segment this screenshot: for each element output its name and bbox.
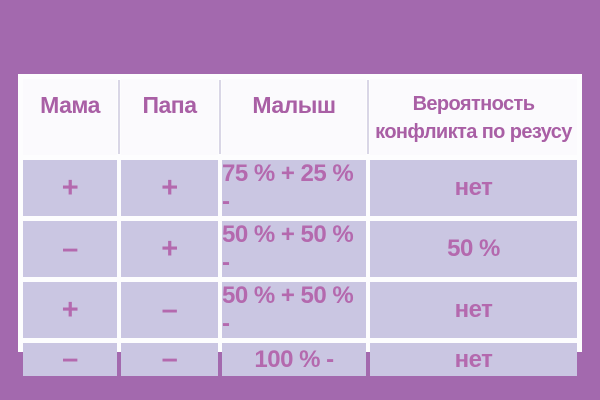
table-cell-r3-mama: + <box>23 282 117 338</box>
table-cell-r4-papa: – <box>121 343 218 376</box>
header-cell-probability: Вероятность конфликта по резусу <box>367 79 577 155</box>
table-cell-r2-papa: + <box>121 221 218 277</box>
table-cell-r2-malysh: 50 % + 50 % - <box>222 221 366 277</box>
table-cell-r1-papa: + <box>121 160 218 216</box>
table-cell-r3-probability: нет <box>370 282 577 338</box>
table-cell-r4-malysh: 100 % - <box>222 343 366 376</box>
table-cell-r2-probability: 50 % <box>370 221 577 277</box>
table-cell-r2-mama: – <box>23 221 117 277</box>
table-cell-r4-mama: – <box>23 343 117 376</box>
table-cell-r4-probability: нет <box>370 343 577 376</box>
rh-conflict-table: Мама Папа Малыш Вероятность конфликта по… <box>18 74 582 376</box>
header-cell-papa: Папа <box>118 79 218 155</box>
table-cell-r1-mama: + <box>23 160 117 216</box>
table-cell-r3-papa: – <box>121 282 218 338</box>
header-cell-mama: Мама <box>23 79 117 155</box>
table-cell-r1-probability: нет <box>370 160 577 216</box>
table-cell-r3-malysh: 50 % + 50 % - <box>222 282 366 338</box>
header-cell-malysh: Малыш <box>219 79 366 155</box>
table-cell-r1-malysh: 75 % + 25 % - <box>222 160 366 216</box>
